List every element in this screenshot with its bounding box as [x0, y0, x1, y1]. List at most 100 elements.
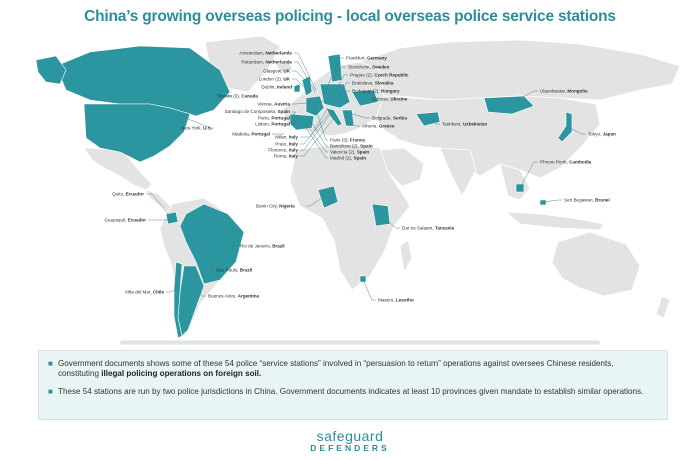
leader-barcelona: [309, 119, 328, 147]
label-valencia: Valencia (2), Spain: [330, 150, 369, 155]
france-shape: [305, 95, 325, 117]
leader-saopaulo: [209, 261, 215, 271]
leader-phnompenh: [519, 161, 538, 189]
note-1-emphasis: illegal policing operations on foreign s…: [101, 369, 262, 378]
map-labels-right: Frankfurt, Germany Stockholm, Sweden Pra…: [208, 56, 616, 303]
label-guayaquil: Guayaquil, Ecuador: [104, 218, 146, 223]
serbia-greece-shape: [341, 109, 355, 127]
label-dublin: Dublin, Ireland: [261, 85, 292, 90]
logo-line-2: DEFENDERS: [310, 443, 390, 453]
leader-quito: [146, 193, 171, 217]
label-glasgow: Glasgow, UK: [263, 69, 291, 74]
page-title: China’s growing overseas policing - loca…: [84, 8, 616, 25]
leader-prato: [300, 111, 331, 145]
label-florence: Florence, Italy: [268, 148, 298, 153]
uzbekistan-shape: [415, 111, 441, 127]
label-milan: Milan, Italy: [275, 135, 298, 140]
leader-valencia: [305, 123, 328, 153]
bullet-icon: ■: [48, 387, 53, 396]
label-madrid: Madrid (2), Spain: [330, 156, 366, 161]
land-masses: [83, 35, 681, 345]
label-santiago: Santiago de Compostela, Spain: [225, 109, 291, 114]
leader-amsterdam: [294, 52, 317, 91]
note-1: ■ Government documents shows some of the…: [48, 359, 653, 379]
leader-newyork: [185, 117, 214, 129]
tanzania-shape: [371, 203, 391, 227]
label-toronto: Toronto (3), Canada: [217, 94, 259, 99]
leader-vina: [166, 287, 179, 293]
leader-prague: [333, 74, 348, 95]
label-porto1: Porto, Portugal: [258, 116, 290, 121]
leader-rotterdam: [294, 61, 316, 93]
leader-ulaanbaatar: [509, 90, 538, 105]
label-prato: Prato, Italy: [275, 142, 298, 147]
leader-belgrade: [345, 111, 370, 119]
ukraine-shape: [351, 89, 379, 107]
nigeria-shape: [317, 185, 339, 209]
leader-maseru: [362, 279, 376, 301]
label-rome: Rome, Italy: [274, 154, 298, 159]
note-2: ■ These 54 stations are run by two polic…: [48, 387, 653, 397]
label-prague: Prague (2), Czech Republic: [350, 73, 409, 78]
label-odessa: Odessa, Ukraine: [372, 97, 408, 102]
label-paris: Paris (3), France: [330, 138, 365, 143]
label-vina: Viña del Mar, Chile: [125, 290, 165, 295]
leader-odessa: [363, 98, 371, 103]
russia-shape: [358, 39, 681, 101]
note-2-text: These 54 stations are run by two police …: [58, 387, 644, 396]
indonesia-shape: [504, 211, 605, 231]
leader-tokyo: [569, 127, 586, 135]
label-stockholm: Stockholm, Sweden: [348, 65, 390, 70]
label-frankfurt: Frankfurt, Germany: [346, 56, 387, 61]
antarctica-shape: [119, 339, 601, 345]
label-lisbon: Lisbon, Portugal: [255, 122, 290, 127]
bullet-icon: ■: [48, 359, 53, 368]
label-vienna: Vienna, Austria: [257, 102, 290, 107]
leader-benin: [306, 197, 323, 207]
leader-madrid: [301, 121, 328, 159]
leader-tashkent: [429, 117, 440, 125]
highlighted-countries: [35, 45, 573, 339]
italy-shape: [325, 107, 343, 127]
leader-athens: [349, 123, 360, 127]
chile-shape: [173, 261, 183, 339]
leader-london: [292, 78, 310, 93]
leader-santiago: [291, 111, 297, 117]
central-europe-shape: [319, 83, 351, 109]
leader-bratislava: [339, 82, 350, 99]
label-tokyo: Tokyo, Japan: [588, 132, 616, 137]
notes-box: ■ Government documents shows some of the…: [38, 350, 668, 420]
label-quito: Quito, Ecuador: [112, 192, 144, 197]
india-shape: [439, 147, 477, 197]
label-saopaulo: Sao Paulo, Brazil: [216, 268, 252, 273]
leader-paris: [313, 103, 328, 141]
label-tashkent: Tashkent, Uzbekistan: [442, 122, 487, 127]
label-rio: Rio de Janeiro, Brazil: [240, 244, 285, 249]
note-1-text: Government documents shows some of these…: [58, 359, 614, 378]
label-newyork: New York, U.S.: [181, 126, 212, 131]
uk-shape: [301, 75, 313, 97]
leader-dublin: [296, 86, 300, 89]
leader-buenosaires: [195, 289, 206, 297]
label-benin: Benin City, Nigeria: [256, 204, 295, 209]
leader-frankfurt: [323, 57, 344, 95]
label-phnompenh: Phnom Penh, Cambodia: [540, 160, 592, 165]
brazil-shape: [179, 203, 245, 285]
new-zealand-shape: [655, 295, 671, 319]
leader-lines: [146, 52, 586, 301]
ecuador-shape: [165, 211, 179, 225]
iceland-shape: [275, 61, 293, 73]
leader-vienna: [292, 99, 339, 105]
leader-seribegawan: [542, 199, 562, 203]
label-rotterdam: Rotterdam, Netherlands: [241, 60, 292, 65]
logo-line-1: safeguard: [316, 428, 384, 444]
japan-shape: [557, 111, 573, 143]
leader-florence: [300, 112, 332, 151]
madagascar-shape: [399, 239, 413, 274]
label-buenosaires: Buenos Aires, Argentina: [208, 294, 260, 299]
label-madeira: Madeira, Portugal: [232, 132, 270, 137]
alaska-shape: [35, 55, 67, 85]
leader-rio: [225, 245, 238, 257]
label-seribegawan: Seri Begawan, Brunei: [564, 198, 610, 203]
leader-budapest: [341, 90, 350, 101]
